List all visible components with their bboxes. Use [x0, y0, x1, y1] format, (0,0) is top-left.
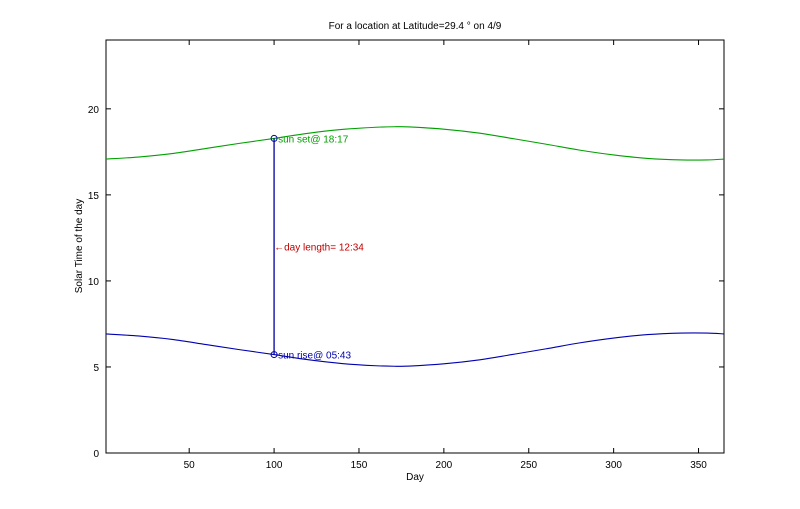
x-axis-ticks: 50 100 150 200 250 300 350 [184, 40, 707, 471]
sunrise-marker [270, 351, 278, 359]
sunrise-line [105, 332, 725, 367]
y-tick-label: 5 [93, 363, 99, 374]
x-tick-label: 150 [351, 460, 368, 471]
day-length-annotation: ←day length= 12:34 [274, 243, 364, 254]
y-axis-ticks: 0 5 10 15 20 [88, 105, 724, 460]
y-tick-label: 10 [88, 277, 100, 288]
y-tick-label: 15 [88, 191, 100, 202]
plot-area [105, 39, 725, 454]
x-axis-label: Day [406, 472, 424, 483]
y-tick-label: 20 [88, 105, 100, 116]
y-axis-label: Solar Time of the day [74, 199, 85, 294]
x-tick-label: 250 [520, 460, 537, 471]
series-layer [105, 126, 725, 367]
x-tick-label: 50 [184, 460, 196, 471]
sunset-line [105, 126, 725, 161]
x-tick-label: 200 [436, 460, 453, 471]
x-tick-label: 100 [266, 460, 283, 471]
x-tick-label: 350 [690, 460, 707, 471]
highlight-layer [270, 134, 278, 359]
sunset-annotation: sun set@ 18:17 [278, 134, 349, 145]
y-tick-label: 0 [93, 449, 99, 460]
chart-title: For a location at Latitude=29.4 ° on 4/9 [329, 21, 502, 32]
sunset-marker [270, 134, 278, 142]
sunrise-annotation: sun rise@ 05:43 [278, 351, 351, 362]
x-tick-label: 300 [605, 460, 622, 471]
